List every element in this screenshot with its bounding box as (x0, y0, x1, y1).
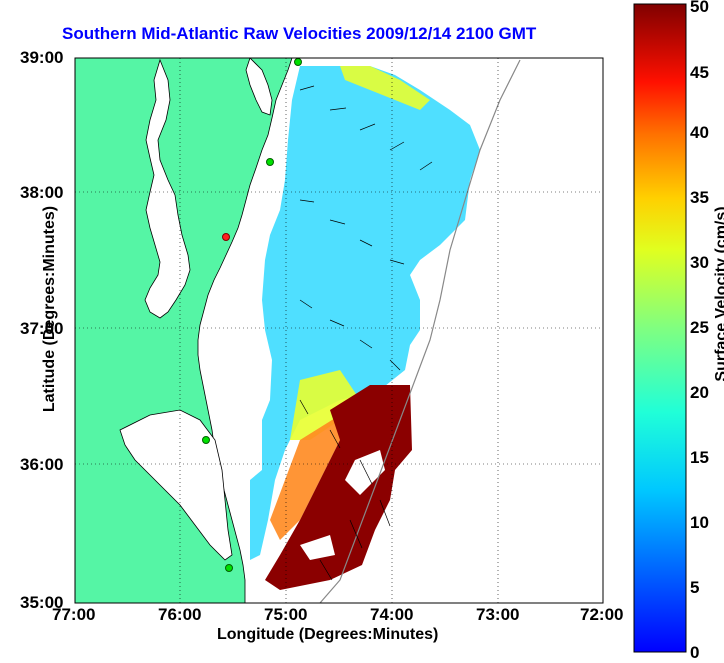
y-tick-label: 39:00 (20, 48, 64, 67)
y-tick-label: 38:00 (20, 183, 64, 202)
x-tick-label: 73:00 (476, 605, 520, 624)
y-tick-label: 37:00 (20, 319, 64, 338)
x-tick-label: 74:00 (370, 605, 414, 624)
delaware-bay (245, 58, 273, 116)
land-mass (75, 58, 293, 603)
x-tick-label: 77:00 (52, 605, 96, 624)
colorbar-tick-label: 15 (690, 448, 709, 467)
x-tick-label: 72:00 (580, 605, 624, 624)
y-tick-label: 36:00 (20, 455, 64, 474)
colorbar-tick-label: 40 (690, 123, 709, 142)
y-axis-label: Latitude (Degrees:Minutes) (41, 205, 58, 413)
colorbar-tick-label: 45 (690, 63, 709, 82)
velocity-field-yellow (290, 66, 430, 440)
station-marker (294, 58, 302, 66)
colorbar-tick-label: 25 (690, 318, 709, 337)
colorbar-tick-label: 10 (690, 513, 709, 532)
y-tick-label: 35:00 (20, 593, 64, 612)
colorbar-tick-label: 20 (690, 383, 709, 402)
colorbar-tick-label: 5 (690, 578, 700, 597)
colorbar-label: Surface Velocity (cm/s) (713, 206, 724, 382)
velocity-field-orange (270, 400, 370, 540)
colorbar-tick-label: 50 (690, 0, 709, 16)
station-marker (222, 233, 230, 241)
x-axis-label: Longitude (Degrees:Minutes) (217, 626, 439, 643)
x-tick-label: 75:00 (264, 605, 308, 624)
isobath-line (319, 59, 521, 603)
colorbar (633, 3, 687, 653)
station-marker (202, 436, 210, 444)
plot-title: Southern Mid-Atlantic Raw Velocities 200… (62, 24, 537, 43)
colorbar-tick-label: 0 (690, 643, 700, 662)
pamlico-sound (119, 409, 233, 561)
grid-lines (75, 58, 603, 603)
velocity-field-dark (265, 385, 412, 590)
colorbar-tick-label: 30 (690, 253, 709, 272)
chesapeake-bay (144, 58, 191, 319)
station-marker (266, 158, 274, 166)
velocity-field (250, 66, 480, 560)
velocity-arrows (299, 85, 433, 581)
velocity-gaps (300, 450, 385, 560)
plot-border (74, 57, 604, 604)
station-marker (225, 564, 233, 572)
x-tick-label: 76:00 (158, 605, 202, 624)
colorbar-tick-label: 35 (690, 188, 709, 207)
